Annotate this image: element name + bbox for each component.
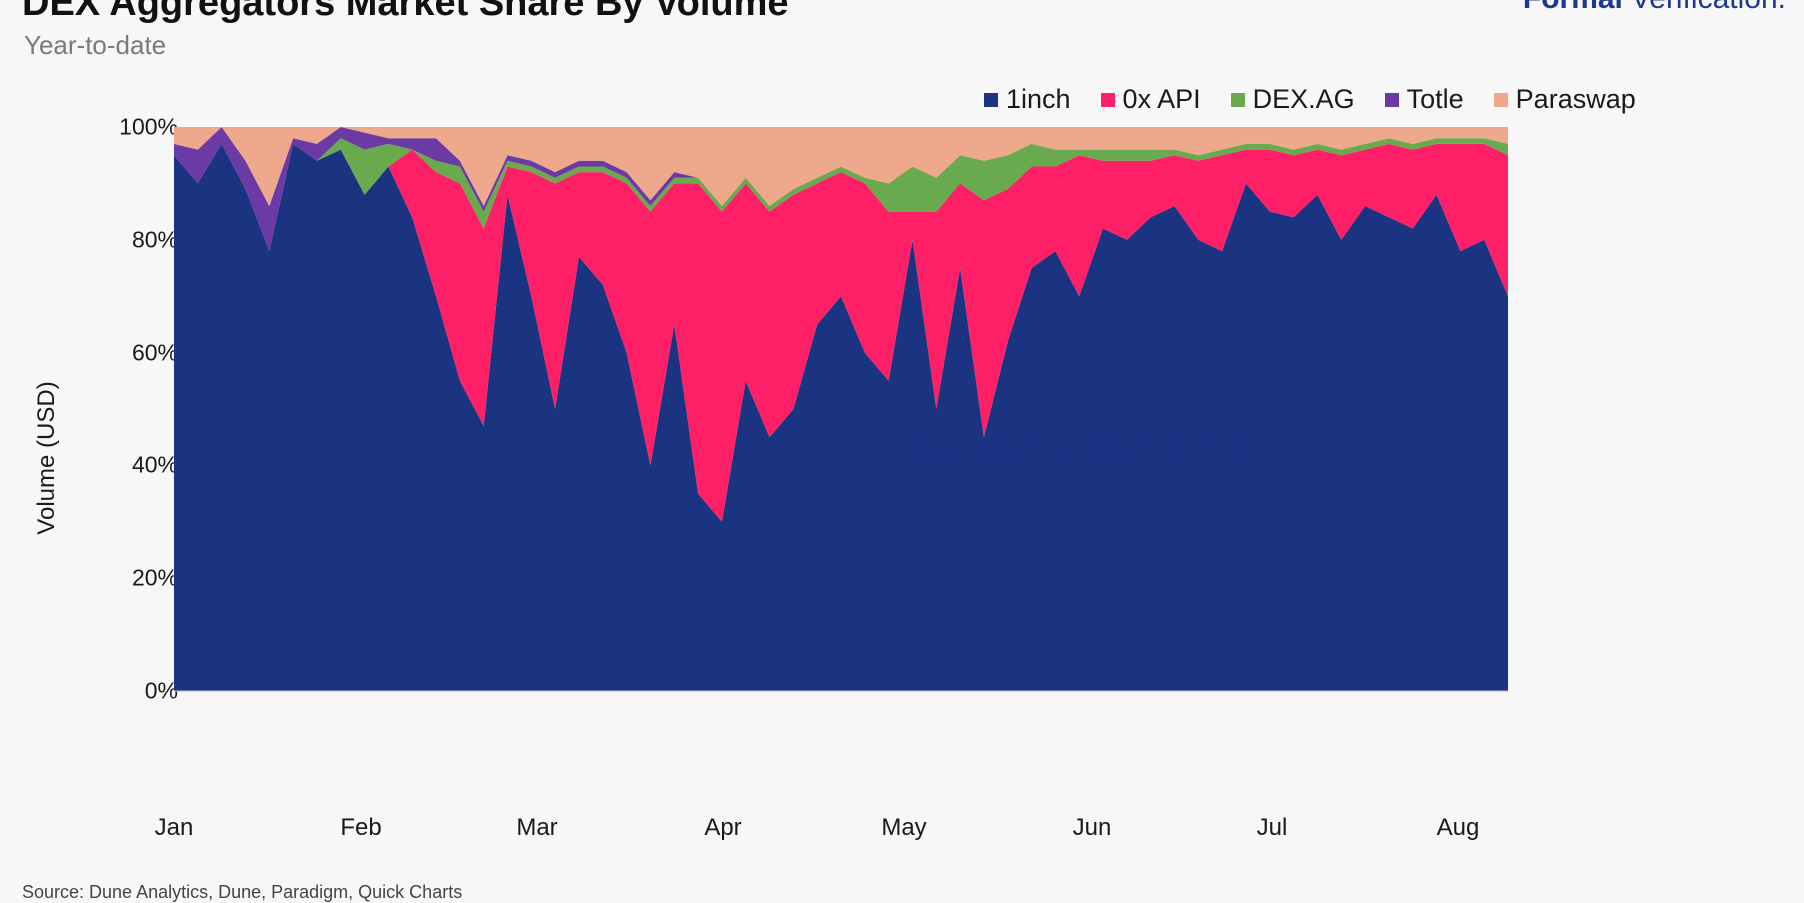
y-tick-label: 80% xyxy=(131,226,178,253)
area-series-1inch xyxy=(174,143,1508,691)
brand-light-text: Verification. xyxy=(1631,0,1786,15)
x-tick-label: Mar xyxy=(516,814,558,841)
x-tick-label: May xyxy=(881,814,927,841)
x-tick-label: Apr xyxy=(704,814,742,841)
legend-item: DEX.AG xyxy=(1230,84,1355,115)
area-series-paraswap xyxy=(174,127,1508,206)
x-tick-label: Feb xyxy=(340,814,382,841)
y-tick-label: 60% xyxy=(131,339,178,366)
legend-label: DEX.AG xyxy=(1252,84,1355,114)
legend-swatch xyxy=(1493,92,1508,107)
legend-swatch xyxy=(984,92,998,107)
y-tick-label: 20% xyxy=(131,564,178,591)
area-series-totle xyxy=(174,127,1508,252)
chart-legend: 1inch 0x API DEX.AG Totle Paraswap xyxy=(984,84,1636,115)
chart-title: DEX Aggregators Market Share By Volume xyxy=(22,0,789,24)
x-tick-label: Aug xyxy=(1436,814,1480,841)
legend-swatch xyxy=(1384,92,1399,107)
watermark: BLOCKBEATS xyxy=(905,428,1262,480)
chart-subtitle: Year-to-date xyxy=(24,30,167,60)
brand-bold-text: Formal xyxy=(1523,0,1623,15)
legend-label: Paraswap xyxy=(1515,84,1636,114)
x-tick-label: Jan xyxy=(154,814,194,841)
legend-item: 0x API xyxy=(1100,84,1201,115)
y-tick-label: 40% xyxy=(131,451,178,478)
legend-swatch xyxy=(1230,92,1245,107)
y-tick-label: 0% xyxy=(144,677,178,704)
legend-item: 1inch xyxy=(984,84,1071,115)
source-footnote: Source: Dune Analytics, Dune, Paradigm, … xyxy=(22,882,463,902)
x-tick-label: Jun xyxy=(1072,814,1112,841)
legend-label: 0x API xyxy=(1122,84,1201,114)
area-series-dex-ag xyxy=(174,138,1508,252)
legend-item: Totle xyxy=(1384,84,1464,115)
brand-logo: Formal Verification. xyxy=(1523,0,1786,16)
x-tick-label: Jul xyxy=(1256,814,1288,841)
legend-item: Paraswap xyxy=(1493,84,1636,115)
area-series-0x-api xyxy=(174,143,1508,522)
y-tick-label: 100% xyxy=(119,113,178,140)
legend-label: 1inch xyxy=(1006,84,1071,114)
legend-label: Totle xyxy=(1406,84,1464,114)
legend-swatch xyxy=(1100,92,1115,107)
